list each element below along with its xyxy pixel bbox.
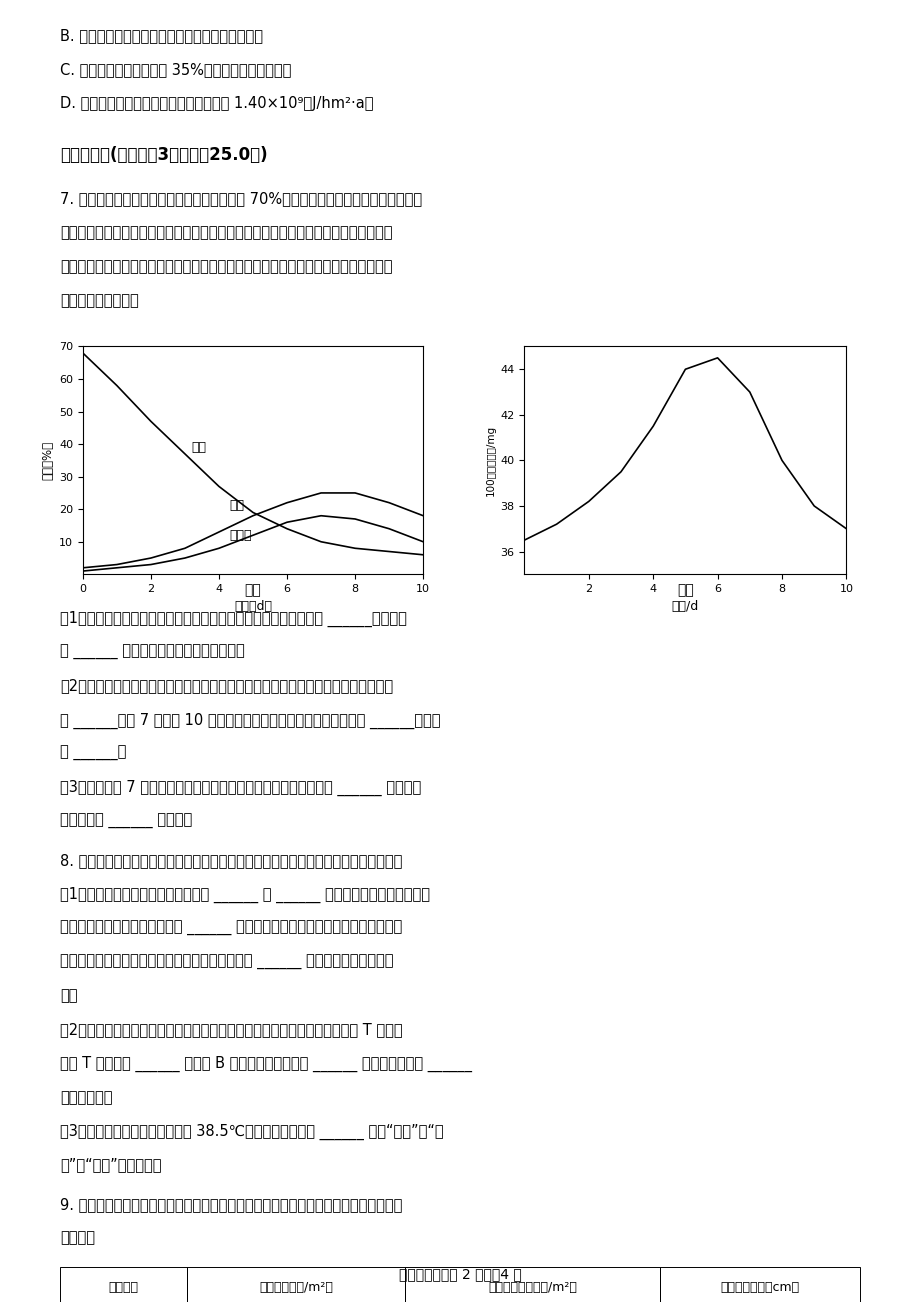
Text: 成熟植株高度（cm）: 成熟植株高度（cm）	[720, 1281, 799, 1294]
Text: （3）向萍发第 7 天的种子匀浆中滴加适量础液，匀浆变蓝，说明有 ______ 的形成，: （3）向萍发第 7 天的种子匀浆中滴加适量础液，匀浆变蓝，说明有 ______ …	[60, 780, 421, 797]
Text: 该物质具有 ______ 的作用．: 该物质具有 ______ 的作用．	[60, 814, 192, 829]
Text: （3）发热过程中，若体温维持在 38.5℃，此时机体产热量 ______ （填“大于”、“等: （3）发热过程中，若体温维持在 38.5℃，此时机体产热量 ______ （填“…	[60, 1124, 443, 1141]
Text: 成熟植株密度（株/m²）: 成熟植株密度（株/m²）	[488, 1281, 576, 1294]
Text: 图甲: 图甲	[244, 583, 261, 598]
Text: 是 ______；第 7 天至第 10 天萍发种子（含幼苗）的干重变化趋势是 ______，原因: 是 ______；第 7 天至第 10 天萍发种子（含幼苗）的干重变化趋势是 _…	[60, 712, 440, 729]
Text: 与抗原结合．: 与抗原结合．	[60, 1090, 112, 1105]
Text: （1）机体感知到细菌侵入后，在位于 ______ 的 ______ 的调控下，病人骨骼肌战栗: （1）机体感知到细菌侵入后，在位于 ______ 的 ______ 的调控下，病…	[60, 887, 429, 904]
Text: 高中生物试卷第 2 页，兲4 页: 高中生物试卷第 2 页，兲4 页	[398, 1267, 521, 1281]
Y-axis label: 100粒种子干重/mg: 100粒种子干重/mg	[486, 424, 495, 496]
Text: 蕍糖: 蕍糖	[229, 499, 244, 512]
Text: 果如表：: 果如表：	[60, 1230, 95, 1246]
Bar	[60, 1267, 187, 1302]
Text: 8. 侵人人体的细菌是一种发热激活物，通过一系列反应引起人体发热．请回答下列问题: 8. 侵人人体的细菌是一种发热激活物，通过一系列反应引起人体发热．请回答下列问题	[60, 853, 402, 868]
Text: 培养，定期检查萍发种子（含幼苗）的脂肪、蕍糖、葡萄糖的含量和干重，结果如图所: 培养，定期检查萍发种子（含幼苗）的脂肪、蕍糖、葡萄糖的含量和干重，结果如图所	[60, 259, 391, 275]
Bar	[405, 1267, 660, 1302]
Text: 于”或“小于”）散热量．: 于”或“小于”）散热量．	[60, 1157, 161, 1173]
Bar	[187, 1267, 405, 1302]
Text: 幼苗密度（株/m²）: 幼苗密度（株/m²）	[259, 1281, 333, 1294]
Text: 高．由于细胞耗氧量增大，供氧不足，肌肉组织中 ______ 含量增高，病人肌肉酸: 高．由于细胞耗氧量增大，供氧不足，肌肉组织中 ______ 含量增高，病人肌肉酸	[60, 954, 393, 970]
Text: 示，回答下列问题：: 示，回答下列问题：	[60, 293, 139, 309]
Text: 入侵生境: 入侵生境	[108, 1281, 139, 1294]
Text: 痛．: 痛．	[60, 988, 77, 1004]
Text: 二、探究题(本大题共3小题，內25.0分): 二、探究题(本大题共3小题，內25.0分)	[60, 146, 267, 164]
Text: 质变化，某研究小组将种子置于温度、水分（蒸馏水）、通气等条件适宜的黑暗环境中: 质变化，某研究小组将种子置于温度、水分（蒸馏水）、通气等条件适宜的黑暗环境中	[60, 225, 391, 241]
Text: （2）据乙图可知，蔻麓种子萍发初期时干重增加，导致萍发种子干种增加的主要元素: （2）据乙图可知，蔻麓种子萍发初期时干重增加，导致萍发种子干种增加的主要元素	[60, 678, 392, 694]
Text: B. 田鼠摄食量减去粢便量和呼吸散失量即为同化量: B. 田鼠摄食量减去粢便量和呼吸散失量即为同化量	[60, 29, 263, 44]
Text: 图乙: 图乙	[676, 583, 693, 598]
Text: 脂肪: 脂肪	[191, 440, 207, 453]
X-axis label: 时间/d: 时间/d	[671, 600, 698, 612]
Bar	[660, 1267, 859, 1302]
Text: 为 ______ 作为胚生长和呼吸消耗的原料．: 为 ______ 作为胚生长和呼吸消耗的原料．	[60, 644, 244, 660]
Text: D. 以田鼠为食的天敌最多可获得的能量为 1.40×10⁹（J/hm²·a）: D. 以田鼠为食的天敌最多可获得的能量为 1.40×10⁹（J/hm²·a）	[60, 96, 373, 112]
Y-axis label: 干重（%）: 干重（%）	[41, 441, 55, 480]
X-axis label: 时间（d）: 时间（d）	[233, 600, 272, 612]
Text: 7. 蔻麓种子的胚乳呈白色，脂肪含量为种子的 70%．为探究该植物种子萍发过程中的物: 7. 蔻麓种子的胚乳呈白色，脂肪含量为种子的 70%．为探究该植物种子萍发过程中…	[60, 191, 422, 207]
Text: 葡萄糖: 葡萄糖	[229, 529, 252, 542]
Text: （1）据甲图分析，萍发过程中胚乳组织中的脂肪酶催化脂肪水解成 ______，并转变: （1）据甲图分析，萍发过程中胚乳组织中的脂肪酶催化脂肪水解成 ______，并转…	[60, 611, 406, 628]
Text: 加大产热，从而发生寒战．同时 ______ 激素分泌增多，促进细胞代谢加快，体温升: 加大产热，从而发生寒战．同时 ______ 激素分泌增多，促进细胞代谢加快，体温…	[60, 921, 402, 936]
Text: （2）此外，当细菌侵入机体后，吞噬细胞会将部分细菌吞噬，并将其呈递给 T 细胞，: （2）此外，当细菌侵入机体后，吞噬细胞会将部分细菌吞噬，并将其呈递给 T 细胞，	[60, 1022, 402, 1038]
Text: 是 ______．: 是 ______．	[60, 746, 126, 762]
Text: C. 田鼠同化的能量中约有 35%用于其生长发育和繁殖: C. 田鼠同化的能量中约有 35%用于其生长发育和繁殖	[60, 62, 290, 78]
Text: 9. 紫茎泽兰是我国危害严重的外来入侵植物，调查其在不同入侵生境中的生长情况，结: 9. 紫茎泽兰是我国危害严重的外来入侵植物，调查其在不同入侵生境中的生长情况，结	[60, 1197, 402, 1212]
Text: 然后 T 细胞分泌 ______ 作用于 B 细胞，促使其转变为 ______ 细胞，分泌大量 ______: 然后 T 细胞分泌 ______ 作用于 B 细胞，促使其转变为 ______ …	[60, 1056, 471, 1073]
